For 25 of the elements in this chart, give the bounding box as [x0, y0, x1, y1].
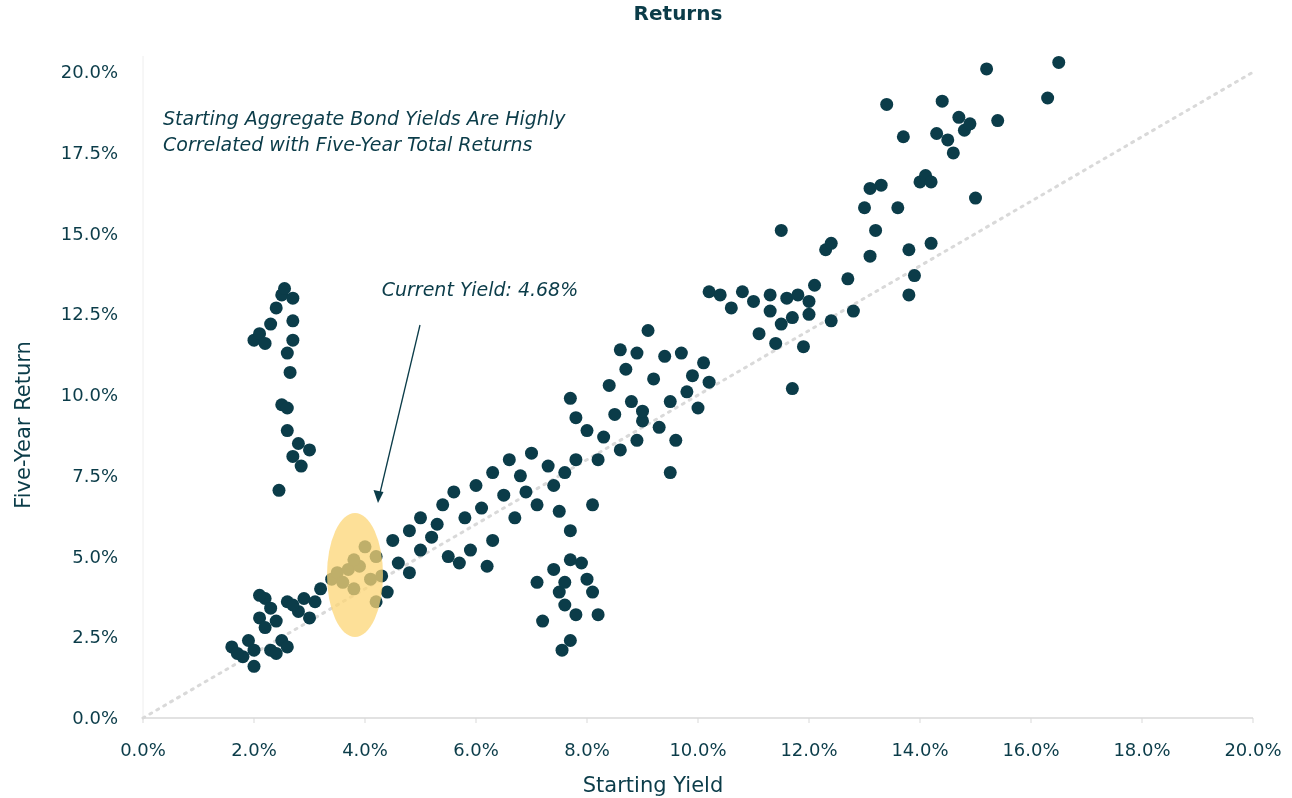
y-tick-label: 17.5%: [60, 141, 118, 163]
y-tick-label: 5.0%: [72, 545, 118, 567]
y-tick-label: 20.0%: [60, 61, 118, 83]
chart-title: Returns: [633, 1, 723, 25]
x-tick-label: 8.0%: [564, 739, 610, 760]
x-tick-label: 18.0%: [1113, 739, 1171, 760]
x-tick-label: 6.0%: [453, 739, 499, 760]
x-tick-label: 12.0%: [780, 739, 838, 760]
annotation: Current Yield: 4.68%: [381, 278, 579, 300]
x-tick-label: 14.0%: [891, 739, 949, 760]
y-tick-label: 2.5%: [72, 626, 118, 648]
y-tick-label: 0.0%: [72, 707, 118, 728]
y-tick-label: 7.5%: [72, 464, 118, 486]
x-tick-label: 4.0%: [342, 739, 388, 760]
y-tick-label: 10.0%: [60, 384, 118, 406]
annotation: Starting Aggregate Bond Yields Are Highly Correlated with Five-Year Total Returns: [163, 107, 567, 155]
y-tick-label: 12.5%: [60, 303, 118, 325]
x-tick-label: 10.0%: [669, 739, 727, 760]
x-tick-label: 0.0%: [120, 739, 166, 760]
y-tick-label: 15.0%: [60, 222, 118, 244]
x-tick-label: 16.0%: [1002, 739, 1060, 760]
y-axis-title: Five-Year Return: [11, 341, 35, 509]
x-axis-title: Starting Yield: [582, 773, 724, 797]
x-tick-label: 2.0%: [231, 739, 277, 760]
x-tick-label: 20.0%: [1224, 739, 1282, 760]
